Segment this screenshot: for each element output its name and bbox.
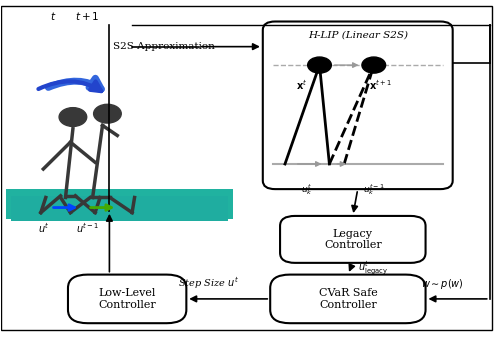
Text: $w \sim p(w)$: $w \sim p(w)$ xyxy=(422,277,464,291)
Text: $\mathbf{x}^t$: $\mathbf{x}^t$ xyxy=(296,78,307,92)
FancyBboxPatch shape xyxy=(263,22,453,189)
Text: $u_k^t$: $u_k^t$ xyxy=(302,183,313,197)
Text: Step Size $u^t$: Step Size $u^t$ xyxy=(178,275,239,291)
FancyBboxPatch shape xyxy=(270,274,426,323)
FancyBboxPatch shape xyxy=(6,189,233,219)
Text: S2S Approximation: S2S Approximation xyxy=(113,42,215,51)
Text: $u^{t-1}$: $u^{t-1}$ xyxy=(76,221,99,235)
Circle shape xyxy=(308,57,331,73)
Text: H-LIP (Linear S2S): H-LIP (Linear S2S) xyxy=(308,30,408,40)
FancyBboxPatch shape xyxy=(68,274,186,323)
FancyBboxPatch shape xyxy=(11,196,228,221)
Text: $u^t_{\mathrm{legacy}}$: $u^t_{\mathrm{legacy}}$ xyxy=(358,260,388,277)
Circle shape xyxy=(59,108,87,126)
Circle shape xyxy=(94,104,121,123)
Text: CVaR Safe
Controller: CVaR Safe Controller xyxy=(318,288,377,310)
Text: Low-Level
Controller: Low-Level Controller xyxy=(98,288,156,310)
Text: $u_k^{t-1}$: $u_k^{t-1}$ xyxy=(363,183,385,197)
Text: $u^t$: $u^t$ xyxy=(38,221,49,235)
FancyBboxPatch shape xyxy=(280,216,426,263)
Text: Legacy
Controller: Legacy Controller xyxy=(324,228,382,250)
Text: $t$: $t$ xyxy=(50,10,57,22)
Text: $t+1$: $t+1$ xyxy=(75,10,100,22)
Text: $\mathbf{x}^{t+1}$: $\mathbf{x}^{t+1}$ xyxy=(369,78,392,92)
Circle shape xyxy=(362,57,385,73)
